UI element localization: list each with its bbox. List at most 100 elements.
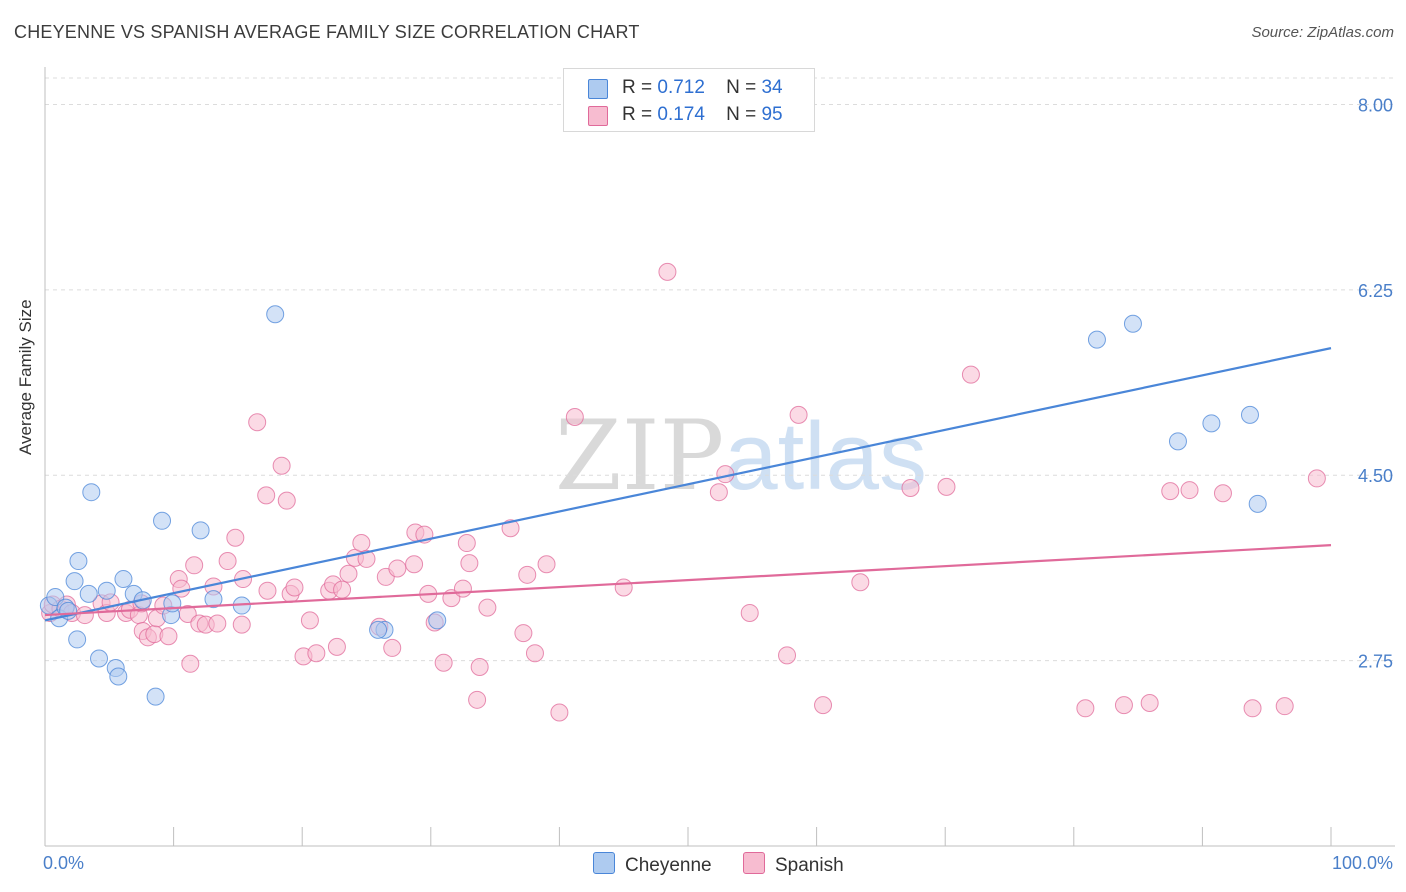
x-tick-label-max: 100.0% <box>1332 853 1393 873</box>
spanish-point <box>405 555 424 574</box>
spanish-point <box>457 534 476 553</box>
spanish-point <box>159 627 178 646</box>
legend-n-value: 95 <box>761 104 783 125</box>
cheyenne-point <box>1202 414 1221 433</box>
data-points <box>39 262 1326 722</box>
spanish-point <box>478 598 497 617</box>
spanish-point <box>961 365 980 384</box>
cheyenne-point <box>82 483 101 502</box>
spanish-point <box>300 611 319 630</box>
correlation-legend: R = 0.712 N = 34 R = 0.174 N = 95 <box>563 68 815 132</box>
cheyenne-point <box>191 521 210 540</box>
bottom-legend-spanish: Spanish <box>743 852 844 877</box>
cheyenne-trend-line <box>44 347 1332 622</box>
legend-swatch-spanish <box>588 106 608 126</box>
spanish-point <box>470 657 489 676</box>
legend-r-label: R = <box>622 77 653 98</box>
spanish-point <box>1076 699 1095 718</box>
spanish-point <box>434 653 453 672</box>
x-tick-label-min: 0.0% <box>43 853 84 873</box>
spanish-point <box>307 644 326 663</box>
cheyenne-point <box>1168 432 1187 451</box>
cheyenne-point <box>146 687 165 706</box>
spanish-point <box>1307 469 1326 488</box>
spanish-point <box>937 477 956 496</box>
y-tick-label: 8.00 <box>1358 95 1393 115</box>
bottom-legend-swatch-cheyenne <box>593 852 615 874</box>
spanish-point <box>181 654 200 673</box>
spanish-point <box>172 579 191 598</box>
spanish-point <box>327 637 346 656</box>
spanish-point <box>352 534 371 553</box>
legend-r-value: 0.174 <box>657 104 705 125</box>
spanish-point <box>658 262 677 281</box>
cheyenne-point <box>90 649 109 668</box>
spanish-point <box>460 554 479 573</box>
spanish-point <box>514 624 533 643</box>
cheyenne-point <box>428 611 447 630</box>
spanish-point <box>501 519 520 538</box>
legend-n-value: 34 <box>761 77 783 98</box>
spanish-point <box>208 614 227 633</box>
spanish-point <box>357 549 376 568</box>
spanish-point <box>339 564 358 583</box>
bottom-legend-swatch-spanish <box>743 852 765 874</box>
spanish-point <box>851 573 870 592</box>
watermark: ZIPatlas <box>555 400 927 512</box>
spanish-point <box>550 703 569 722</box>
x-tick-labels: 0.0% 100.0% <box>43 853 1393 873</box>
cheyenne-point <box>65 572 84 591</box>
cheyenne-point <box>114 570 133 589</box>
spanish-point <box>814 696 833 715</box>
spanish-point <box>258 581 277 600</box>
spanish-point <box>518 565 537 584</box>
y-axis-label: Average Family Size <box>16 299 35 455</box>
spanish-point <box>333 580 352 599</box>
spanish-point <box>565 407 584 426</box>
spanish-point <box>75 606 94 625</box>
spanish-point <box>453 579 472 598</box>
spanish-point <box>537 555 556 574</box>
spanish-point <box>226 528 245 547</box>
source-label: Source: ZipAtlas.com <box>1251 24 1394 41</box>
y-tick-labels: 2.75 4.50 6.25 8.00 <box>1358 95 1393 671</box>
spanish-point <box>248 413 267 432</box>
y-tick-label: 6.25 <box>1358 281 1393 301</box>
legend-r-label: R = <box>622 104 653 125</box>
watermark-atlas: atlas <box>724 403 927 510</box>
cheyenne-point <box>1248 494 1267 513</box>
cheyenne-point <box>153 511 172 530</box>
spanish-point <box>901 478 920 497</box>
y-tick-label: 2.75 <box>1358 652 1393 672</box>
legend-r-value: 0.712 <box>657 77 705 98</box>
spanish-point <box>740 603 759 622</box>
spanish-point <box>1140 693 1159 712</box>
trend-lines <box>44 347 1332 622</box>
legend-swatch-cheyenne <box>588 79 608 99</box>
spanish-point <box>1243 699 1262 718</box>
bottom-legend-label-cheyenne: Cheyenne <box>625 855 712 876</box>
spanish-point <box>1114 696 1133 715</box>
cheyenne-point <box>1087 330 1106 349</box>
spanish-point <box>614 578 633 597</box>
spanish-point <box>1161 482 1180 501</box>
spanish-point <box>277 491 296 510</box>
cheyenne-point <box>1240 405 1259 424</box>
spanish-point <box>1180 481 1199 500</box>
spanish-point <box>232 615 251 634</box>
spanish-point <box>185 556 204 575</box>
axes <box>44 67 1395 847</box>
spanish-point <box>468 690 487 709</box>
spanish-trend-line <box>44 544 1332 617</box>
cheyenne-point <box>69 552 88 571</box>
spanish-point <box>388 559 407 578</box>
spanish-point <box>257 486 276 505</box>
cheyenne-point <box>109 667 128 686</box>
cheyenne-point <box>68 630 87 649</box>
cheyenne-point <box>204 590 223 609</box>
cheyenne-point <box>79 584 98 603</box>
spanish-point <box>709 483 728 502</box>
cheyenne-point <box>1123 314 1142 333</box>
legend-n-label: N = <box>726 77 757 98</box>
